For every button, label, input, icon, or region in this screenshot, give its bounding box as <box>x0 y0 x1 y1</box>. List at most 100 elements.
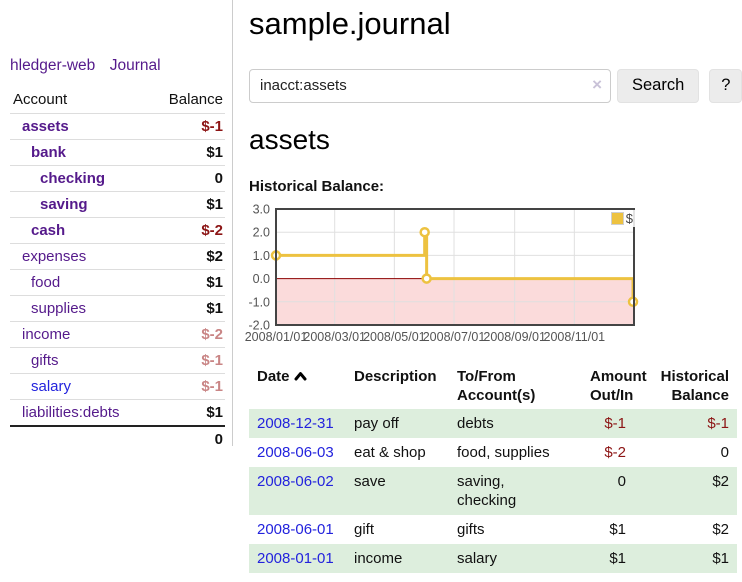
description-column-header: Description <box>354 367 437 385</box>
date-column-header[interactable]: Date <box>249 364 346 409</box>
svg-text:3.0: 3.0 <box>253 202 270 216</box>
svg-text:-2.0: -2.0 <box>248 318 270 332</box>
account-link-expenses[interactable]: expenses <box>22 248 87 265</box>
register-header-row: Date Description To/From Account(s) Amou… <box>249 364 737 409</box>
account-balance: $-2 <box>201 222 223 239</box>
accounts-table-header: Account Balance <box>10 89 225 114</box>
account-row-assets: assets $-1 <box>10 113 225 140</box>
account-link-food[interactable]: food <box>31 274 61 291</box>
transaction-amount: $1 <box>609 520 626 538</box>
account-balance: $-1 <box>201 378 223 395</box>
transaction-description: pay off <box>354 414 399 432</box>
transaction-accounts: gifts <box>457 520 485 538</box>
accounts-table: Account Balance assets $-1 bank $1 check… <box>10 89 225 452</box>
accounts-column-header: To/From Account(s) <box>449 364 582 409</box>
account-link-gifts[interactable]: gifts <box>31 352 59 369</box>
transaction-accounts: food, supplies <box>457 443 550 461</box>
transaction-balance: 0 <box>720 443 729 461</box>
account-row-checking: checking 0 <box>10 165 225 192</box>
account-balance: 0 <box>214 170 223 187</box>
account-balance: $-2 <box>201 326 223 343</box>
transaction-accounts: debts <box>457 414 494 432</box>
historical-balance-chart: 3.0 2.0 1.0 0.0 -1.0 -2.0 2008/01/01 2008/03/01… <box>245 202 641 345</box>
account-row-gifts: gifts $-1 <box>10 347 225 374</box>
account-link-supplies[interactable]: supplies <box>31 300 87 317</box>
accounts-header-line2: Account(s) <box>457 386 536 404</box>
balance-column-header: Historical Balance <box>634 364 737 409</box>
transaction-accounts: saving, checking <box>457 472 517 509</box>
account-link-cash[interactable]: cash <box>31 222 66 239</box>
svg-text:2008/11/01: 2008/11/01 <box>544 330 606 344</box>
account-heading: assets <box>249 123 330 155</box>
account-link-bank[interactable]: bank <box>31 144 67 161</box>
chart-title: Historical Balance: <box>249 177 385 195</box>
page-title: sample.journal <box>249 6 451 41</box>
date-header-label: Date <box>257 367 290 385</box>
svg-text:0.0: 0.0 <box>253 272 270 286</box>
balance-header-line1: Historical <box>660 367 729 385</box>
transaction-date-link[interactable]: 2008-06-01 <box>257 520 334 538</box>
accounts-header-line1: To/From <box>457 367 516 385</box>
legend-label: $ <box>625 210 633 226</box>
transaction-description: gift <box>354 520 375 538</box>
account-link-liabilities-debts[interactable]: liabilities:debts <box>22 404 120 421</box>
transaction-row[interactable]: 2008-12-31 pay off debts $-1 $-1 <box>249 408 737 438</box>
transaction-amount: $-1 <box>604 414 626 432</box>
svg-text:2008/03/01: 2008/03/01 <box>303 330 366 344</box>
account-link-saving[interactable]: saving <box>40 196 88 213</box>
sidebar-item-journal[interactable]: Journal <box>109 57 161 74</box>
svg-text:2008/07/01: 2008/07/01 <box>423 330 486 344</box>
svg-text:-1.0: -1.0 <box>248 295 270 309</box>
account-balance: $2 <box>206 248 223 265</box>
svg-text:2008/01/01: 2008/01/01 <box>245 330 308 344</box>
balance-column-header: Balance <box>168 91 223 108</box>
legend-swatch-icon <box>610 211 624 225</box>
account-row-bank: bank $1 <box>10 139 225 166</box>
account-row-supplies: supplies $1 <box>10 295 225 322</box>
transaction-amount: 0 <box>617 472 626 490</box>
main-content: sample.journal × Search ? assets Histori… <box>233 0 742 573</box>
account-row-income: income $-2 <box>10 321 225 348</box>
transaction-description: income <box>354 549 403 567</box>
search-box: × <box>249 68 611 103</box>
transaction-date-link[interactable]: 2008-06-02 <box>257 472 334 490</box>
account-link-checking[interactable]: checking <box>40 170 106 187</box>
transaction-amount: $-2 <box>604 443 626 461</box>
chart-legend: $ <box>608 209 635 227</box>
transaction-date-link[interactable]: 2008-12-31 <box>257 414 334 432</box>
account-link-salary[interactable]: salary <box>31 378 72 395</box>
account-link-assets[interactable]: assets <box>22 118 69 135</box>
transaction-balance: $-1 <box>707 414 729 432</box>
account-row-liabilities-debts: liabilities:debts $1 <box>10 399 225 426</box>
account-link-income[interactable]: income <box>22 326 71 343</box>
svg-text:1.0: 1.0 <box>253 249 270 263</box>
transaction-description: eat & shop <box>354 443 426 461</box>
sort-ascending-icon <box>294 371 307 381</box>
accounts-total: 0 <box>214 431 223 448</box>
search-button[interactable]: Search <box>617 68 700 103</box>
app-title-link[interactable]: hledger-web <box>10 57 96 74</box>
transaction-row[interactable]: 2008-06-02 save saving, checking 0 $2 <box>249 466 737 515</box>
transaction-balance: $2 <box>712 472 729 490</box>
transaction-date-link[interactable]: 2008-06-03 <box>257 443 334 461</box>
register-table: Date Description To/From Account(s) Amou… <box>249 364 737 573</box>
account-column-header: Account <box>13 91 68 108</box>
transaction-row[interactable]: 2008-01-01 income salary $1 $1 <box>249 543 737 573</box>
accounts-total-row: 0 <box>10 426 225 452</box>
transaction-amount: $1 <box>609 549 626 567</box>
help-button[interactable]: ? <box>709 68 742 103</box>
account-balance: $-1 <box>201 352 223 369</box>
search-input[interactable] <box>249 68 611 103</box>
transaction-row[interactable]: 2008-06-03 eat & shop food, supplies $-2… <box>249 438 737 467</box>
account-balance: $1 <box>206 274 223 291</box>
transaction-date-link[interactable]: 2008-01-01 <box>257 549 334 567</box>
amount-column-header: Amount Out/In <box>582 364 647 409</box>
clear-search-icon[interactable]: × <box>592 74 602 94</box>
transaction-row[interactable]: 2008-06-01 gift gifts $1 $2 <box>249 515 737 544</box>
transaction-balance: $1 <box>712 549 729 567</box>
balance-chart-svg: 3.0 2.0 1.0 0.0 -1.0 -2.02008/01/012008/03/01… <box>245 202 639 344</box>
account-balance: $1 <box>206 404 223 421</box>
account-balance: $-1 <box>201 118 223 135</box>
svg-text:2008/09/01: 2008/09/01 <box>483 330 546 344</box>
